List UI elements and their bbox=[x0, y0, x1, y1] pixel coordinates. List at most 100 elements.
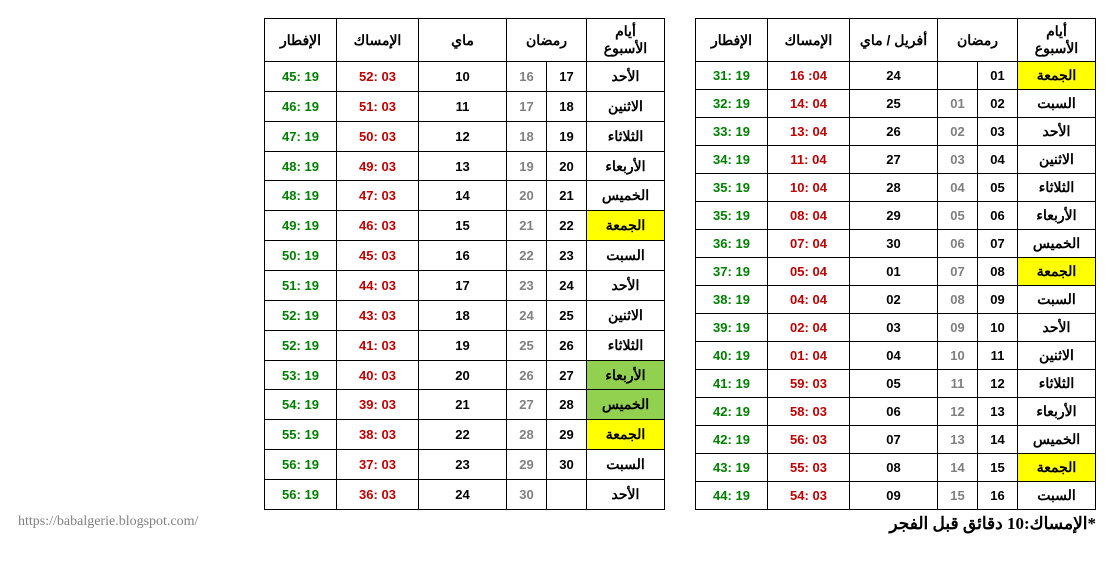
cell-iftar: 19 :53 bbox=[265, 360, 337, 390]
cell-ramadan-secondary: 21 bbox=[507, 211, 547, 241]
cell-imsak: 04 :02 bbox=[768, 314, 850, 342]
cell-ramadan-secondary: 18 bbox=[507, 121, 547, 151]
cell-day: الثلاثاء bbox=[587, 330, 665, 360]
cell-ramadan-secondary: 08 bbox=[938, 286, 978, 314]
cell-gregorian: 26 bbox=[850, 118, 938, 146]
cell-ramadan-secondary: 07 bbox=[938, 258, 978, 286]
cell-day: الأربعاء bbox=[1018, 202, 1096, 230]
cell-imsak: 04 :08 bbox=[768, 202, 850, 230]
table-row: الجمعة012404: 1619 :31 bbox=[696, 62, 1096, 90]
cell-iftar: 19 :56 bbox=[265, 450, 337, 480]
cell-ramadan-primary bbox=[547, 480, 587, 510]
table-row: الجمعة29282203 :3819 :55 bbox=[265, 420, 665, 450]
table-row: الثلاثاء12110503 :5919 :41 bbox=[696, 370, 1096, 398]
cell-day: السبت bbox=[587, 241, 665, 271]
cell-gregorian: 07 bbox=[850, 426, 938, 454]
cell-iftar: 19 :45 bbox=[265, 62, 337, 92]
cell-day: الخميس bbox=[587, 390, 665, 420]
cell-ramadan-primary: 25 bbox=[547, 300, 587, 330]
cell-ramadan-secondary: 05 bbox=[938, 202, 978, 230]
cell-day: الأربعاء bbox=[587, 360, 665, 390]
cell-iftar: 19 :48 bbox=[265, 181, 337, 211]
cell-ramadan-primary: 27 bbox=[547, 360, 587, 390]
cell-iftar: 19 :46 bbox=[265, 91, 337, 121]
cell-day: الاثنين bbox=[587, 91, 665, 121]
table-row: الأحد302403 :3619 :56 bbox=[265, 480, 665, 510]
cell-ramadan-secondary: 12 bbox=[938, 398, 978, 426]
col-month: أفريل / ماي bbox=[850, 19, 938, 62]
cell-iftar: 19 :50 bbox=[265, 241, 337, 271]
cell-day: الاثنين bbox=[1018, 146, 1096, 174]
col-month: ماي bbox=[419, 19, 507, 62]
cell-ramadan-secondary: 29 bbox=[507, 450, 547, 480]
table-row: الثلاثاء19181203 :5019 :47 bbox=[265, 121, 665, 151]
cell-imsak: 03 :52 bbox=[337, 62, 419, 92]
cell-gregorian: 17 bbox=[419, 271, 507, 301]
cell-ramadan-secondary: 27 bbox=[507, 390, 547, 420]
cell-ramadan-primary: 05 bbox=[978, 174, 1018, 202]
cell-ramadan-secondary: 23 bbox=[507, 271, 547, 301]
cell-imsak: 03 :59 bbox=[768, 370, 850, 398]
source-url: https://babalgerie.blogspot.com/ bbox=[18, 514, 198, 530]
cell-day: الأحد bbox=[587, 271, 665, 301]
cell-day: الجمعة bbox=[587, 211, 665, 241]
cell-gregorian: 20 bbox=[419, 360, 507, 390]
cell-iftar: 19 :31 bbox=[696, 62, 768, 90]
cell-ramadan-primary: 10 bbox=[978, 314, 1018, 342]
cell-gregorian: 02 bbox=[850, 286, 938, 314]
table-row: الجمعة22211503 :4619 :49 bbox=[265, 211, 665, 241]
cell-gregorian: 14 bbox=[419, 181, 507, 211]
table-row: الخميس07063004 :0719 :36 bbox=[696, 230, 1096, 258]
cell-gregorian: 12 bbox=[419, 121, 507, 151]
cell-ramadan-secondary: 17 bbox=[507, 91, 547, 121]
cell-imsak: 03 :40 bbox=[337, 360, 419, 390]
cell-ramadan-secondary: 10 bbox=[938, 342, 978, 370]
table-row: الثلاثاء26251903 :4119 :52 bbox=[265, 330, 665, 360]
cell-iftar: 19 :48 bbox=[265, 151, 337, 181]
cell-ramadan-primary: 04 bbox=[978, 146, 1018, 174]
cell-ramadan-secondary bbox=[938, 62, 978, 90]
cell-ramadan-primary: 22 bbox=[547, 211, 587, 241]
schedule-table-right: أيام الأسبوع رمضان أفريل / ماي الإمساك ا… bbox=[695, 18, 1096, 510]
cell-gregorian: 08 bbox=[850, 454, 938, 482]
cell-ramadan-secondary: 28 bbox=[507, 420, 547, 450]
table-row: السبت02012504 :1419 :32 bbox=[696, 90, 1096, 118]
cell-day: الخميس bbox=[1018, 426, 1096, 454]
cell-day: الخميس bbox=[1018, 230, 1096, 258]
cell-day: الأحد bbox=[1018, 314, 1096, 342]
cell-ramadan-secondary: 19 bbox=[507, 151, 547, 181]
cell-gregorian: 09 bbox=[850, 482, 938, 510]
col-ramadan: رمضان bbox=[938, 19, 1018, 62]
cell-imsak: 03 :43 bbox=[337, 300, 419, 330]
table-row: الاثنين04032704 :1119 :34 bbox=[696, 146, 1096, 174]
cell-iftar: 19 :52 bbox=[265, 330, 337, 360]
cell-day: الأربعاء bbox=[587, 151, 665, 181]
cell-ramadan-primary: 18 bbox=[547, 91, 587, 121]
table-row: الأربعاء27262003 :4019 :53 bbox=[265, 360, 665, 390]
cell-day: الجمعة bbox=[587, 420, 665, 450]
cell-imsak: 04 :07 bbox=[768, 230, 850, 258]
cell-ramadan-primary: 14 bbox=[978, 426, 1018, 454]
cell-ramadan-secondary: 15 bbox=[938, 482, 978, 510]
cell-imsak: 03 :56 bbox=[768, 426, 850, 454]
cell-gregorian: 30 bbox=[850, 230, 938, 258]
col-day: أيام الأسبوع bbox=[1018, 19, 1096, 62]
table-row: الثلاثاء05042804 :1019 :35 bbox=[696, 174, 1096, 202]
table-row: السبت09080204 :0419 :38 bbox=[696, 286, 1096, 314]
cell-ramadan-secondary: 14 bbox=[938, 454, 978, 482]
cell-day: الاثنين bbox=[1018, 342, 1096, 370]
cell-ramadan-primary: 24 bbox=[547, 271, 587, 301]
cell-ramadan-primary: 28 bbox=[547, 390, 587, 420]
cell-iftar: 19 :42 bbox=[696, 426, 768, 454]
cell-imsak: 03 :51 bbox=[337, 91, 419, 121]
cell-gregorian: 06 bbox=[850, 398, 938, 426]
table-row: الخميس28272103 :3919 :54 bbox=[265, 390, 665, 420]
cell-ramadan-secondary: 11 bbox=[938, 370, 978, 398]
cell-ramadan-primary: 30 bbox=[547, 450, 587, 480]
table-row: الأحد17161003 :5219 :45 bbox=[265, 62, 665, 92]
cell-gregorian: 10 bbox=[419, 62, 507, 92]
cell-gregorian: 24 bbox=[850, 62, 938, 90]
cell-day: الثلاثاء bbox=[587, 121, 665, 151]
cell-gregorian: 25 bbox=[850, 90, 938, 118]
tables-container: أيام الأسبوع رمضان ماي الإمساك الإفطار ا… bbox=[18, 18, 1096, 510]
